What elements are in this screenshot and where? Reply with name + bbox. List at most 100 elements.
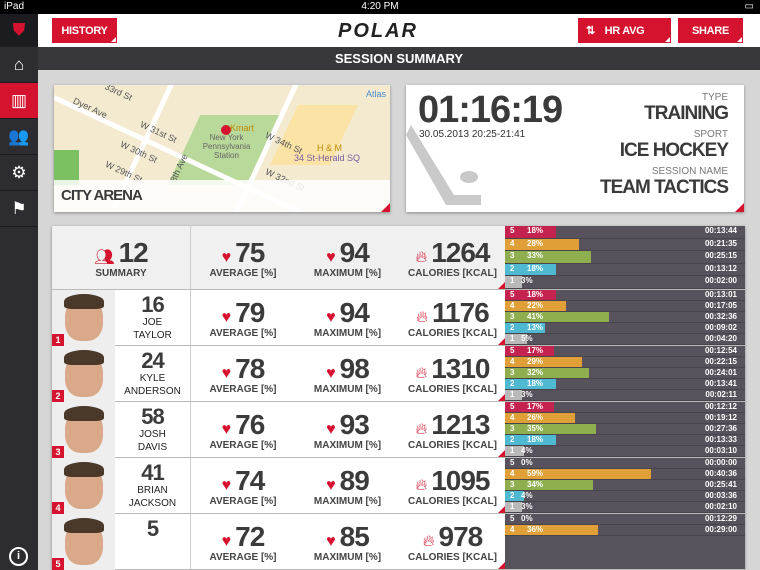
- zone-time: 00:13:33: [704, 435, 737, 444]
- hr-avg-button[interactable]: ⇅ HR AVG: [578, 18, 671, 43]
- zone-row-5: 5 17% 00:12:54: [505, 346, 745, 357]
- zone-time: 00:00:00: [704, 458, 737, 467]
- zone-bar: [505, 334, 527, 344]
- zone-row-5: 5 0% 00:12:29: [505, 514, 745, 525]
- zone-percent: 4%: [521, 491, 533, 500]
- polar-logo: POLAR: [338, 20, 418, 42]
- zone-time: 00:25:41: [704, 480, 737, 489]
- zone-percent: 34%: [527, 480, 544, 489]
- zone-row-4: 4 28% 00:21:35: [505, 238, 745, 252]
- zone-percent: 32%: [527, 368, 544, 377]
- zone-number: 2: [510, 323, 515, 332]
- maximum-label: MAXIMUM [%]: [313, 328, 382, 339]
- sidebar-item-flag[interactable]: ⚑: [0, 191, 38, 227]
- session-duration: 01:16:19: [418, 89, 563, 131]
- player-row[interactable]: 5 5 ♥ 72 AVERAGE [%] ♥ 85 MAXIMUM [%] 🔥︎ 978 C…: [52, 514, 745, 570]
- player-number: 24: [141, 348, 164, 373]
- history-button[interactable]: HISTORY: [52, 18, 117, 43]
- zone-time: 00:02:00: [704, 276, 737, 286]
- heart-icon: ♥: [326, 421, 336, 438]
- zone-percent: 13%: [527, 323, 544, 332]
- zone-time: 00:27:36: [704, 424, 737, 433]
- player-row[interactable]: 4 41 BRIAN JACKSON ♥ 74 AVERAGE [%] ♥ 89 MAXIM…: [52, 458, 745, 514]
- player-row[interactable]: 1 16 JOE TAYLOR ♥ 79 AVERAGE [%] ♥ 94 MAXIMUM …: [52, 290, 745, 346]
- zone-number: 1: [510, 390, 515, 399]
- rank-badge: 3: [52, 446, 64, 458]
- calories-label: CALORIES [KCAL]: [408, 384, 497, 395]
- zone-time: 00:13:41: [704, 379, 737, 388]
- zone-percent: 5%: [521, 334, 533, 343]
- player-number: 5: [146, 516, 159, 541]
- flame-icon: 🔥︎: [415, 421, 428, 438]
- player-photo: 5: [52, 514, 115, 570]
- player-row[interactable]: 2 24 KYLE ANDERSON ♥ 78 AVERAGE [%] ♥ 98 MAXIM…: [52, 346, 745, 402]
- zone-bar: [505, 379, 557, 389]
- zone-number: 5: [510, 226, 515, 235]
- sidebar-item-gear[interactable]: ⚙: [0, 155, 38, 191]
- clock: 4:20 PM: [361, 1, 399, 12]
- zone-time: 00:04:20: [704, 334, 737, 343]
- zone-time: 00:24:01: [704, 368, 737, 377]
- player-number: 58: [141, 404, 164, 429]
- calories-value: 1176: [432, 297, 490, 328]
- team-icon: 👥: [8, 126, 30, 146]
- sidebar-item-chart[interactable]: ▥: [0, 83, 38, 119]
- zone-row-1: 1 3% 00:02:10: [505, 502, 745, 513]
- corner-indicator: [498, 562, 505, 569]
- maximum-value: 85: [339, 521, 370, 552]
- zone-row-1: 1 5% 00:04:20: [505, 334, 745, 345]
- maximum-label: MAXIMUM [%]: [313, 268, 382, 279]
- zone-bar: [505, 390, 522, 400]
- maximum-label: MAXIMUM [%]: [313, 496, 382, 507]
- zone-percent: 3%: [521, 502, 533, 511]
- zone-number: 3: [510, 480, 515, 489]
- zone-row-5: 5 17% 00:12:12: [505, 402, 745, 413]
- player-first-name: JOSH: [139, 429, 166, 440]
- zone-number: 4: [510, 469, 515, 478]
- zone-row-4: 4 22% 00:17:05: [505, 301, 745, 312]
- rank-badge: 1: [52, 334, 64, 346]
- zone-time: 00:13:12: [704, 263, 737, 273]
- zone-bar: [505, 276, 522, 288]
- map-label: 34 St-Herald SQ: [294, 153, 361, 163]
- sidebar-item-home[interactable]: ⌂: [0, 47, 38, 83]
- sidebar-item-team[interactable]: 👥: [0, 119, 38, 155]
- player-photo: 1: [52, 290, 115, 346]
- player-count: 12: [118, 237, 149, 268]
- summary-row[interactable]: 👥︎ 12 SUMMARY ♥ 75 AVERAGE [%] ♥ 94 MAXIMUM [%…: [52, 226, 745, 290]
- zone-row-5: 5 18% 00:13:44: [505, 226, 745, 239]
- calories-value: 1264: [431, 237, 490, 268]
- average-value: 78: [235, 353, 265, 384]
- zone-time: 00:02:10: [704, 502, 737, 511]
- zone-row-5: 5 18% 00:13:01: [505, 290, 745, 301]
- flame-icon: 🔥︎: [416, 309, 428, 326]
- player-row[interactable]: 3 58 JOSH DAVIS ♥ 76 AVERAGE [%] ♥ 93 MAXIMUM …: [52, 402, 745, 458]
- zone-percent: 3%: [521, 276, 533, 286]
- average-label: AVERAGE [%]: [209, 328, 277, 339]
- zone-row-2: 2 18% 00:13:33: [505, 435, 745, 446]
- zone-percent: 4%: [521, 446, 533, 455]
- team-icon: 👥︎: [94, 249, 115, 266]
- player-number: 16: [141, 292, 164, 317]
- map-pin-icon[interactable]: [221, 125, 231, 135]
- zone-percent: 41%: [527, 312, 544, 321]
- average-value: 74: [235, 465, 265, 496]
- zone-row-2: 2 18% 00:13:41: [505, 379, 745, 390]
- info-icon[interactable]: i: [9, 547, 28, 566]
- sport-label: SPORT: [693, 129, 728, 140]
- polar-shield-logo[interactable]: ⛊: [0, 14, 38, 47]
- zone-number: 4: [510, 238, 515, 248]
- zone-row-3: 3 35% 00:27:36: [505, 424, 745, 435]
- location-map[interactable]: Kmart W 34th St W 31st St W 30th St W 29…: [54, 85, 390, 212]
- share-button[interactable]: SHARE: [678, 18, 743, 43]
- status-bar: iPad 4:20 PM ▭: [0, 0, 760, 14]
- rank-badge: 5: [52, 558, 64, 570]
- zone-bar: [505, 357, 582, 367]
- zone-row-1: 1 4% 00:03:10: [505, 446, 745, 457]
- average-label: AVERAGE [%]: [209, 384, 277, 395]
- zone-time: 00:21:35: [704, 238, 737, 248]
- zone-number: 5: [510, 346, 515, 355]
- heart-icon: ♥: [221, 533, 232, 550]
- zone-percent: 18%: [527, 226, 544, 235]
- zone-percent: 36%: [527, 525, 544, 534]
